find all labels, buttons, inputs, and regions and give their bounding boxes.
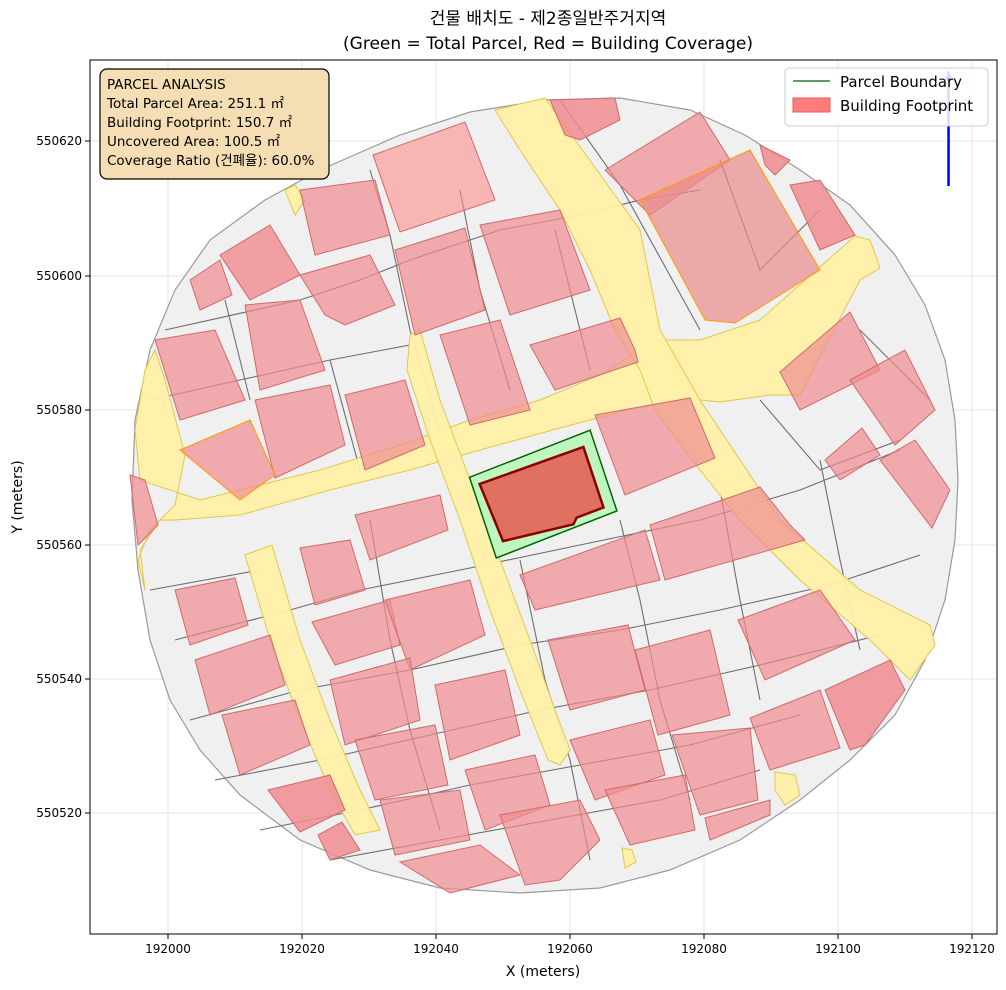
y-tick-label: 550540 (36, 672, 82, 686)
block-line (149, 569, 261, 591)
info-total-area: Total Parcel Area: 251.1 ㎡ (106, 96, 284, 112)
context-building (317, 821, 361, 861)
legend-parcel-label: Parcel Boundary (840, 73, 962, 91)
context-building (671, 727, 759, 816)
chart-title: 건물 배치도 - 제2종일반주거지역 (430, 9, 666, 29)
context-building (154, 329, 246, 421)
context-building (824, 427, 881, 481)
x-axis-label: X (meters) (506, 964, 580, 980)
context-building (354, 724, 449, 801)
road-small-3 (621, 847, 637, 869)
context-buildings (129, 97, 951, 894)
y-axis: 550620 550600 550580 550560 550540 55052… (10, 134, 90, 820)
context-building (479, 209, 591, 316)
legend-frame (784, 67, 989, 127)
y-tick-label: 550580 (36, 403, 82, 417)
y-tick-label: 550560 (36, 538, 82, 552)
plot-border (89, 59, 998, 935)
road-small-2 (774, 771, 801, 806)
context-building (129, 474, 159, 547)
context-building (789, 179, 856, 251)
context-building (329, 657, 421, 746)
context-building (194, 634, 286, 716)
x-tick-label: 192100 (815, 942, 861, 956)
block-line (224, 299, 251, 401)
context-building (299, 179, 391, 256)
context-building (379, 789, 471, 856)
context-building (311, 599, 401, 666)
context-building (569, 719, 666, 801)
context-building (344, 379, 426, 471)
y-tick-label: 550600 (36, 269, 82, 283)
y-tick-label: 550520 (36, 806, 82, 820)
x-tick-label: 192120 (949, 942, 995, 956)
y-axis-label: Y (meters) (10, 460, 26, 534)
context-building (634, 629, 731, 736)
context-building (267, 774, 346, 833)
context-building (354, 494, 449, 561)
context-building (519, 529, 661, 611)
info-uncovered: Uncovered Area: 100.5 ㎡ (107, 134, 281, 150)
context-building (189, 259, 233, 311)
context-building (244, 299, 326, 391)
context-building (499, 799, 601, 886)
context-building (849, 349, 936, 446)
block-line (174, 449, 901, 641)
y-tick-label: 550620 (36, 134, 82, 148)
info-box-bg (99, 68, 330, 180)
context-building (547, 624, 646, 711)
info-coverage: Coverage Ratio (건폐율): 60.0% (107, 153, 315, 169)
context-building (704, 799, 771, 841)
context-building (594, 397, 716, 496)
info-heading: PARCEL ANALYSIS (107, 77, 226, 93)
context-building (749, 689, 841, 771)
x-tick-label: 192040 (413, 942, 459, 956)
context-building (649, 486, 806, 581)
context-building (174, 577, 249, 646)
legend-building-swatch (792, 97, 831, 113)
context-building (254, 384, 346, 479)
context-building (639, 149, 821, 324)
info-footprint: Building Footprint: 150.7 ㎡ (107, 115, 293, 131)
context-building (372, 121, 496, 233)
context-building (604, 774, 696, 846)
x-tick-label: 192080 (681, 942, 727, 956)
context-building (529, 317, 639, 391)
legend-building-label: Building Footprint (840, 97, 973, 115)
context-building (824, 659, 906, 751)
x-tick-label: 192020 (279, 942, 325, 956)
context-building (434, 669, 521, 761)
road-ns-west (244, 544, 381, 836)
context-building (879, 439, 951, 529)
chart-subtitle: (Green = Total Parcel, Red = Building Co… (343, 34, 753, 54)
context-building (299, 254, 396, 326)
context-building (439, 319, 531, 426)
parcel-analysis-box: PARCEL ANALYSIS Total Parcel Area: 251.1… (99, 68, 330, 180)
x-axis: 192000 192020 192040 192060 192080 19210… (145, 934, 995, 980)
context-building (384, 579, 486, 671)
context-building (398, 844, 522, 894)
road-diagonal (494, 97, 936, 681)
context-building (549, 97, 621, 141)
x-tick-label: 192060 (547, 942, 593, 956)
context-building (299, 539, 366, 606)
context-building (737, 589, 856, 681)
context-building (179, 419, 276, 501)
block-line (329, 359, 361, 471)
legend: Parcel Boundary Building Footprint (784, 67, 989, 127)
road-ns-center (406, 329, 571, 766)
context-building (394, 227, 486, 336)
subject-building (477, 445, 606, 543)
context-building (759, 144, 791, 176)
x-tick-label: 192000 (145, 942, 191, 956)
context-building (221, 699, 311, 776)
